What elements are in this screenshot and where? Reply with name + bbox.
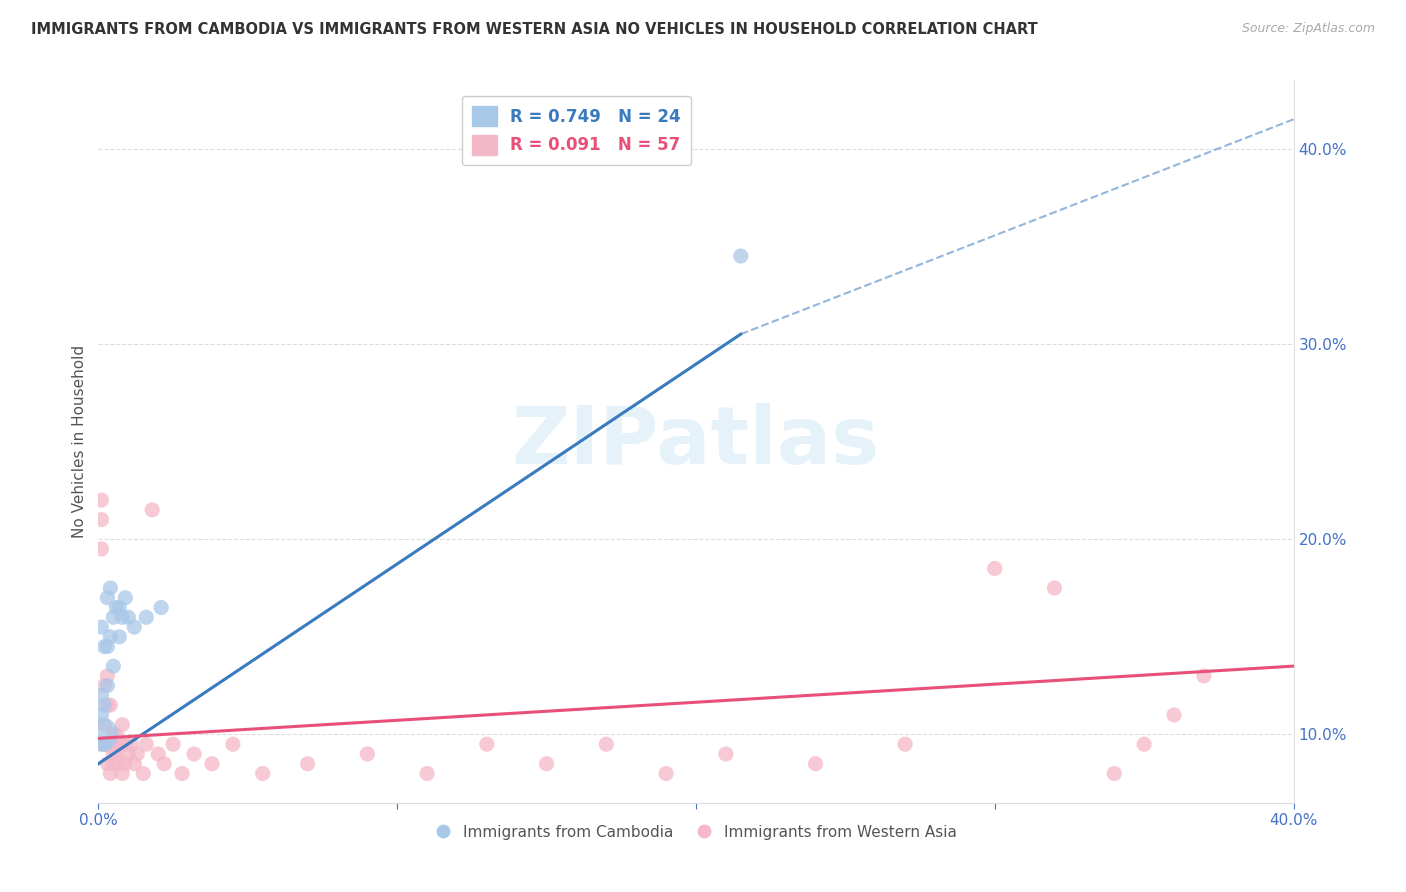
Point <box>416 766 439 780</box>
Point <box>108 756 131 771</box>
Point <box>183 747 205 761</box>
Point <box>127 747 149 761</box>
Point <box>93 737 115 751</box>
Point <box>153 756 176 771</box>
Point <box>90 541 112 556</box>
Y-axis label: No Vehicles in Household: No Vehicles in Household <box>72 345 87 538</box>
Point <box>1133 737 1156 751</box>
Text: IMMIGRANTS FROM CAMBODIA VS IMMIGRANTS FROM WESTERN ASIA NO VEHICLES IN HOUSEHOL: IMMIGRANTS FROM CAMBODIA VS IMMIGRANTS F… <box>31 22 1038 37</box>
Point <box>96 640 118 654</box>
Point <box>93 698 115 713</box>
Point <box>894 737 917 751</box>
Point <box>98 766 122 780</box>
Point <box>96 737 118 751</box>
Point <box>96 698 118 713</box>
Point <box>132 766 155 780</box>
Point <box>90 707 112 722</box>
Point <box>96 679 118 693</box>
Point <box>90 727 112 741</box>
Point <box>1192 669 1215 683</box>
Point <box>714 747 737 761</box>
Point <box>124 756 146 771</box>
Point <box>90 689 112 703</box>
Point <box>1104 766 1126 780</box>
Legend: Immigrants from Cambodia, Immigrants from Western Asia: Immigrants from Cambodia, Immigrants fro… <box>429 819 963 846</box>
Point <box>103 756 125 771</box>
Point <box>655 766 678 780</box>
Point <box>105 727 128 741</box>
Text: ZIPatlas: ZIPatlas <box>512 402 880 481</box>
Point <box>111 610 134 624</box>
Point <box>117 610 139 624</box>
Point <box>356 747 378 761</box>
Point <box>297 756 319 771</box>
Point <box>93 737 115 751</box>
Point <box>108 737 131 751</box>
Point <box>108 630 131 644</box>
Point <box>120 737 142 751</box>
Point <box>96 669 118 683</box>
Point <box>98 630 122 644</box>
Point <box>90 620 112 634</box>
Point <box>252 766 274 780</box>
Point <box>98 737 122 751</box>
Point <box>172 766 194 780</box>
Point <box>595 737 617 751</box>
Point <box>98 581 122 595</box>
Text: Source: ZipAtlas.com: Source: ZipAtlas.com <box>1241 22 1375 36</box>
Point <box>105 600 128 615</box>
Point <box>984 561 1007 575</box>
Point <box>114 756 136 771</box>
Point <box>162 737 184 751</box>
Point <box>93 640 115 654</box>
Point <box>1043 581 1066 595</box>
Point <box>114 591 136 605</box>
Point <box>90 513 112 527</box>
Point <box>93 717 115 731</box>
Point <box>96 756 118 771</box>
Point <box>105 747 128 761</box>
Point <box>117 747 139 761</box>
Point <box>730 249 752 263</box>
Point <box>103 727 125 741</box>
Point <box>103 610 125 624</box>
Point <box>201 756 224 771</box>
Point <box>111 766 134 780</box>
Point <box>108 600 131 615</box>
Point <box>93 679 115 693</box>
Point <box>103 747 125 761</box>
Point <box>98 698 122 713</box>
Point <box>804 756 827 771</box>
Point <box>135 737 157 751</box>
Point <box>114 737 136 751</box>
Point <box>150 600 173 615</box>
Point <box>536 756 558 771</box>
Point <box>96 591 118 605</box>
Point <box>111 737 134 751</box>
Point <box>141 503 163 517</box>
Point <box>90 493 112 508</box>
Point <box>135 610 157 624</box>
Point <box>1163 707 1185 722</box>
Point <box>103 659 125 673</box>
Point <box>124 620 146 634</box>
Point <box>111 717 134 731</box>
Point <box>90 737 112 751</box>
Point <box>148 747 170 761</box>
Point <box>222 737 245 751</box>
Point <box>475 737 498 751</box>
